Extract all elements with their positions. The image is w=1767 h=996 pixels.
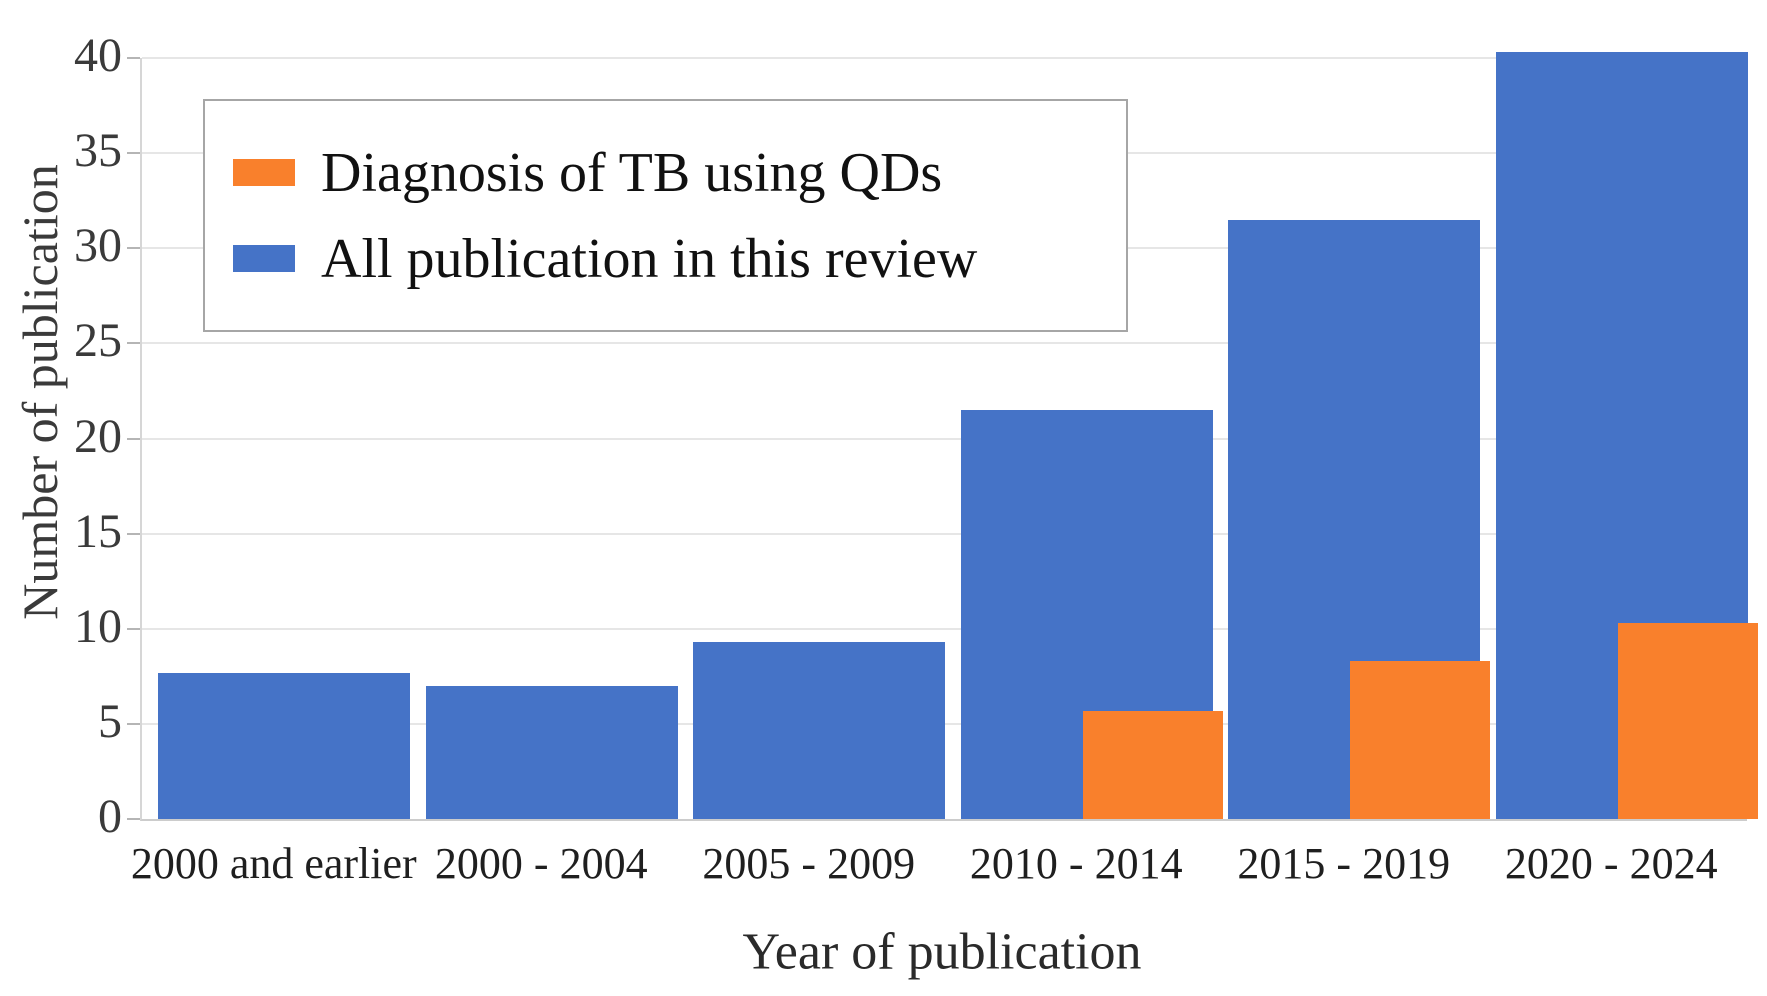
gridline-25 — [142, 342, 1747, 345]
y-tick-label-0: 0 — [98, 790, 122, 844]
gridline-10 — [142, 627, 1747, 630]
plot-area — [140, 52, 1758, 821]
y-tick-mark-35 — [127, 152, 140, 155]
y-tick-mark-0 — [127, 818, 140, 820]
y-tick-label-35: 35 — [74, 124, 122, 178]
bar-all-publications-2 — [693, 642, 945, 819]
legend-swatch-blue — [233, 245, 295, 272]
y-tick-label-10: 10 — [74, 599, 122, 653]
x-tick-label-0: 2000 and earlier — [130, 839, 417, 888]
bar-tb-qds-5 — [1617, 623, 1758, 819]
x-tick-label-1: 2000 - 2004 — [434, 839, 648, 888]
x-tick-label-3: 2010 - 2014 — [969, 839, 1183, 888]
y-tick-label-15: 15 — [74, 504, 122, 558]
y-tick-label-30: 30 — [74, 219, 122, 273]
legend-item-qds: Diagnosis of TB using QDs — [233, 145, 1126, 201]
legend-item-all: All publication in this review — [233, 231, 1126, 287]
x-tick-label-4: 2015 - 2019 — [1237, 839, 1451, 888]
x-tick-label-2: 2005 - 2009 — [702, 839, 916, 888]
gridline-20 — [142, 437, 1747, 440]
y-tick-mark-30 — [127, 247, 140, 250]
x-axis-title: Year of publication — [742, 923, 1142, 981]
gridline-15 — [142, 532, 1747, 535]
y-tick-mark-40 — [127, 57, 140, 59]
y-tick-mark-15 — [127, 532, 140, 535]
bar-all-publications-0 — [158, 672, 410, 819]
y-tick-label-5: 5 — [98, 694, 122, 748]
bar-all-publications-1 — [425, 685, 678, 819]
bar-tb-qds-4 — [1350, 661, 1490, 819]
gridline-40 — [142, 57, 1747, 59]
legend-label-all: All publication in this review — [321, 227, 978, 290]
legend: Diagnosis of TB using QDs All publicatio… — [203, 99, 1128, 332]
y-tick-mark-25 — [127, 342, 140, 345]
y-tick-mark-5 — [127, 722, 140, 725]
legend-swatch-orange — [233, 159, 295, 186]
y-tick-mark-20 — [127, 437, 140, 440]
x-tick-label-5: 2020 - 2024 — [1504, 839, 1718, 888]
y-tick-label-20: 20 — [74, 409, 122, 463]
y-tick-mark-10 — [127, 627, 140, 630]
legend-label-qds: Diagnosis of TB using QDs — [321, 141, 943, 204]
bar-tb-qds-3 — [1082, 710, 1223, 819]
y-tick-label-40: 40 — [74, 29, 122, 83]
y-tick-label-25: 25 — [74, 314, 122, 368]
